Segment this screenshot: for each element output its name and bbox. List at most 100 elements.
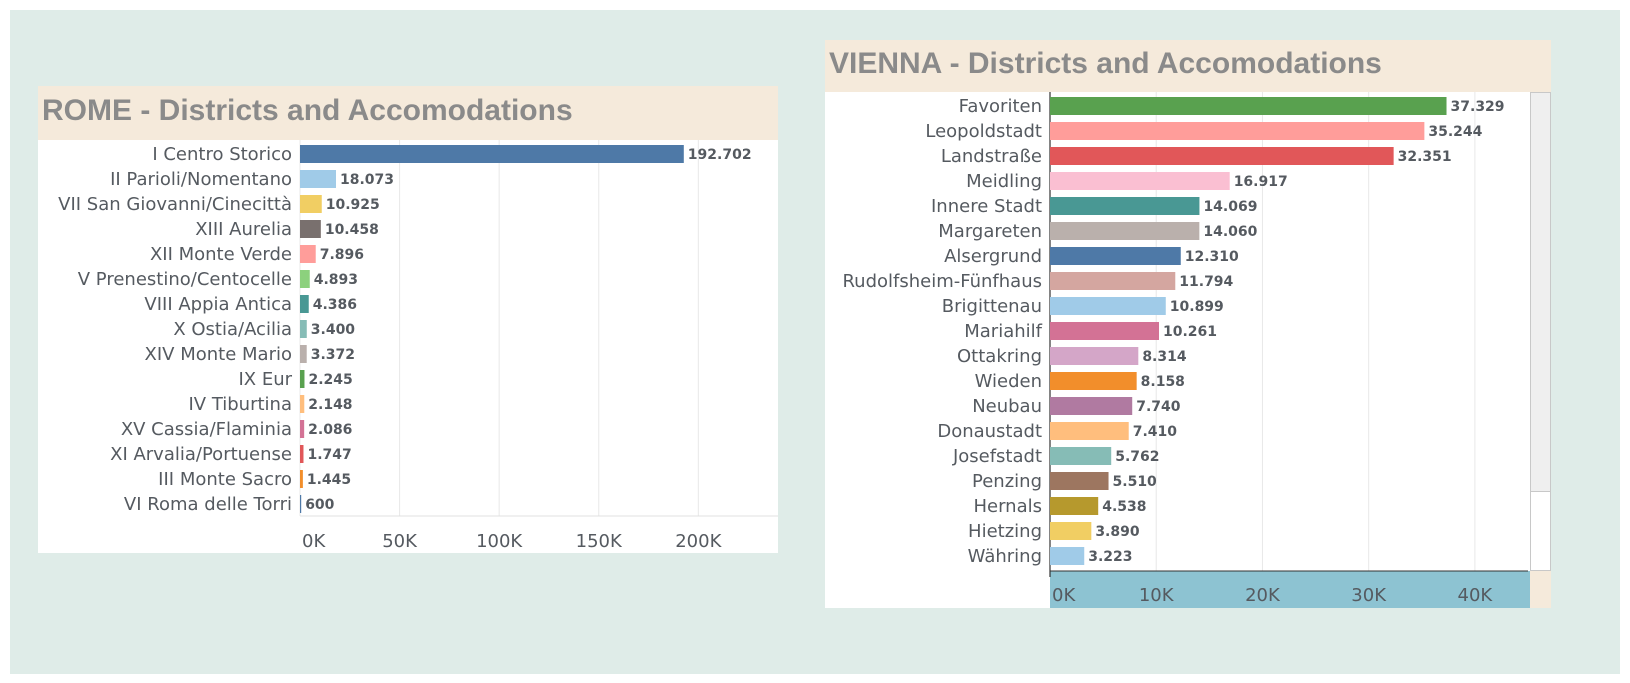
bar[interactable] [300,420,305,438]
value-label: 600 [305,497,334,513]
x-tick-label: 0K [1052,585,1076,606]
category-label: Rudolfsheim-Fünfhaus [842,271,1042,292]
category-label: XV Cassia/Flaminia [121,419,292,440]
value-label: 8.314 [1142,349,1187,365]
category-label: II Parioli/Nomentano [110,169,292,190]
bar[interactable] [1050,97,1447,115]
category-label: XIV Monte Mario [145,344,292,365]
category-label: IX Eur [238,369,292,390]
value-label: 14.069 [1203,199,1257,215]
value-label: 10.458 [325,222,379,238]
bar[interactable] [300,195,322,213]
category-label: Innere Stadt [931,196,1042,217]
value-label: 14.060 [1203,224,1257,240]
bar[interactable] [1050,197,1200,215]
category-label: Mariahilf [964,321,1042,342]
rome-chart-title: ROME - Districts and Accomodations [42,94,573,127]
value-label: 192.702 [688,147,752,163]
value-label: 7.410 [1133,424,1178,440]
value-label: 10.261 [1163,324,1217,340]
bar[interactable] [1050,222,1200,240]
bar[interactable] [1050,347,1139,365]
value-label: 1.747 [307,447,351,463]
value-label: 16.917 [1234,174,1288,190]
bar[interactable] [1050,472,1109,490]
bar[interactable] [300,170,336,188]
bar[interactable] [300,295,309,313]
bar[interactable] [1050,322,1159,340]
bar[interactable] [300,470,303,488]
value-label: 32.351 [1398,149,1452,165]
category-label: Donaustadt [937,421,1042,442]
category-label: XI Arvalia/Portuense [110,444,292,465]
bar[interactable] [1050,247,1181,265]
bar[interactable] [1050,522,1092,540]
vienna-scrollbar-thumb[interactable] [1530,491,1551,571]
bar[interactable] [300,395,305,413]
x-tick-label: 40K [1458,585,1494,606]
bar[interactable] [300,495,302,513]
bar[interactable] [1050,122,1425,140]
value-label: 10.899 [1170,299,1224,315]
category-label: Favoriten [959,96,1042,117]
bar[interactable] [1050,372,1137,390]
category-label: Leopoldstadt [925,121,1042,142]
bar[interactable] [1050,447,1112,465]
x-tick-label: 10K [1139,585,1175,606]
value-label: 11.794 [1179,274,1233,290]
bar[interactable] [300,320,307,338]
value-label: 35.244 [1428,124,1482,140]
category-label: X Ostia/Acilia [173,319,292,340]
category-label: XII Monte Verde [150,244,292,265]
x-tick-label: 150K [576,531,623,552]
category-label: I Centro Storico [152,144,292,165]
category-label: Josefstadt [952,446,1042,467]
rome-bar-chart: I Centro Storico 192.702 II Parioli/Noment… [58,140,778,552]
value-label: 4.386 [313,297,357,313]
bar[interactable] [1050,297,1166,315]
value-label: 10.925 [326,197,380,213]
bar[interactable] [300,445,304,463]
category-label: Penzing [972,471,1042,492]
category-label: Hietzing [968,521,1042,542]
bar[interactable] [1050,397,1133,415]
bar[interactable] [1050,547,1085,565]
category-label: III Monte Sacro [158,469,292,490]
category-label: V Prenestino/Centocelle [78,269,292,290]
value-label: 12.310 [1185,249,1239,265]
category-label: Währing [968,546,1042,567]
rome-chart-panel: ROME - Districts and Accomodations I Cen… [38,86,778,553]
category-label: Margareten [938,221,1042,242]
category-label: XIII Aurelia [195,219,292,240]
vienna-scrollbar-track[interactable] [1530,92,1551,571]
vienna-axis-corner [1530,571,1551,608]
bar[interactable] [1050,497,1099,515]
bar[interactable] [1050,147,1394,165]
value-label: 3.223 [1088,549,1132,565]
value-label: 1.445 [307,472,351,488]
bar[interactable] [300,145,684,163]
bar[interactable] [300,220,321,238]
value-label: 3.372 [311,347,355,363]
category-label: Landstraße [941,146,1042,167]
category-label: VI Roma delle Torri [124,494,292,515]
x-tick-label: 0K [302,531,326,552]
category-label: Alsergrund [944,246,1042,267]
value-label: 3.890 [1095,524,1140,540]
bar[interactable] [1050,422,1129,440]
bar[interactable] [1050,172,1230,190]
x-tick-label: 30K [1351,585,1387,606]
bar[interactable] [300,245,316,263]
vienna-chart-panel: VIENNA - Districts and Accomodations Fav… [825,40,1551,608]
category-label: VII San Giovanni/Cinecittà [58,194,292,215]
value-label: 2.086 [308,422,352,438]
value-label: 7.740 [1136,399,1181,415]
bar[interactable] [300,270,310,288]
bar[interactable] [300,345,307,363]
x-tick-label: 20K [1245,585,1281,606]
bar[interactable] [1050,272,1176,290]
category-label: VIII Appia Antica [144,294,292,315]
category-label: Ottakring [957,346,1042,367]
bar[interactable] [300,370,305,388]
value-label: 8.158 [1141,374,1185,390]
